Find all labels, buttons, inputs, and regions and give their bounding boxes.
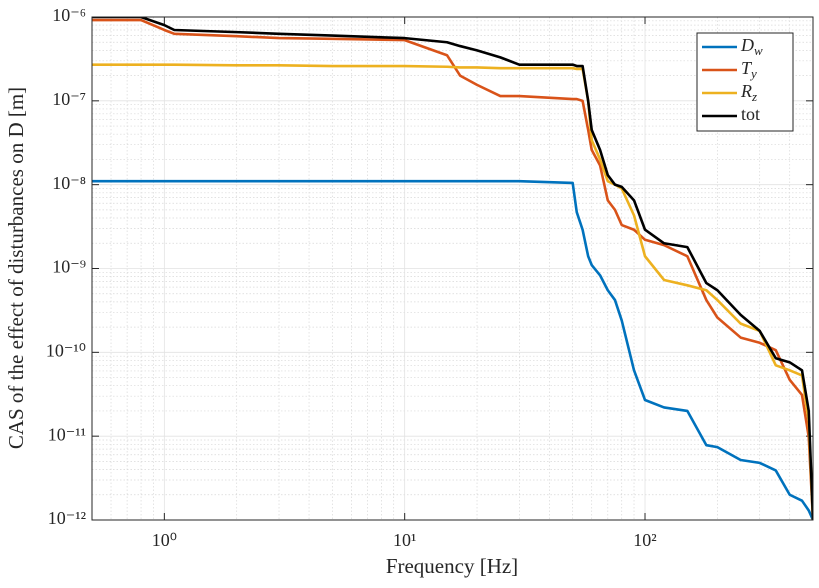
legend-label: tot (741, 104, 760, 124)
series-line (92, 18, 813, 520)
x-axis-label: Frequency [Hz] (386, 554, 518, 578)
series-line (92, 17, 813, 520)
y-tick-label: 10⁻⁹ (52, 257, 86, 277)
x-tick-label: 10⁰ (152, 530, 177, 550)
plot-lines (92, 17, 813, 520)
y-axis-label: CAS of the effect of disturbances on D [… (4, 87, 28, 449)
x-tick-label: 10¹ (393, 530, 416, 550)
legend-label: Dw (740, 35, 763, 58)
y-tick-label: 10⁻⁸ (52, 173, 86, 193)
legend-label: Rz (740, 81, 757, 104)
y-tick-label: 10⁻⁶ (52, 5, 86, 25)
legend-label: Ty (741, 58, 757, 81)
y-tick-label: 10⁻¹¹ (48, 424, 86, 444)
x-tick-label: 10² (633, 530, 656, 550)
y-tick-label: 10⁻¹⁰ (46, 340, 86, 360)
series-line (92, 179, 813, 520)
plot-frame (91, 16, 814, 521)
series-line (92, 63, 813, 520)
legend-box (696, 32, 794, 132)
y-tick-label: 10⁻¹² (48, 508, 86, 528)
y-tick-label: 10⁻⁷ (52, 89, 86, 109)
